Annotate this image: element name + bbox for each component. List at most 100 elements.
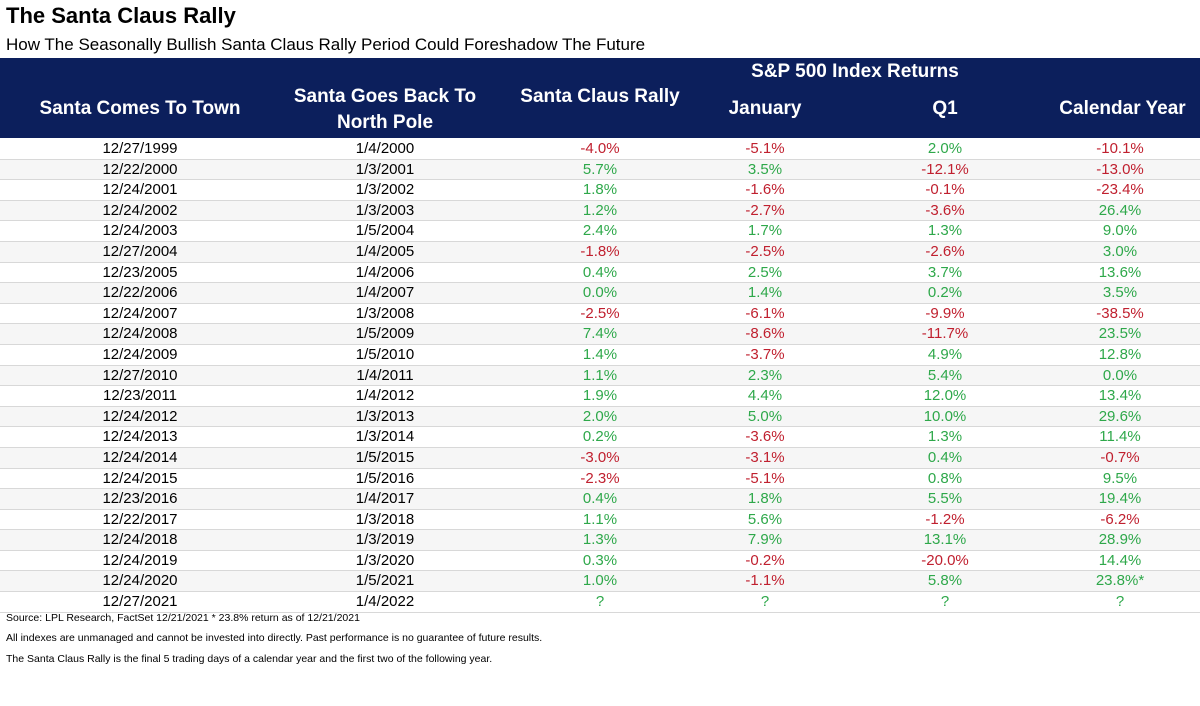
q1-cell: -9.9% bbox=[925, 304, 965, 322]
santa-claus-rally-cell: -2.3% bbox=[580, 469, 620, 487]
santa-claus-rally-cell: ? bbox=[595, 593, 605, 611]
january-cell: -2.7% bbox=[745, 201, 785, 219]
santa-comes-cell: 12/24/2008 bbox=[102, 325, 178, 343]
santa-goes-back-cell: 1/5/2009 bbox=[355, 325, 415, 343]
santa-claus-rally-cell: 1.1% bbox=[582, 510, 618, 528]
santa-goes-back-cell: 1/3/2014 bbox=[355, 428, 415, 446]
january-cell: -1.6% bbox=[745, 181, 785, 199]
santa-goes-back-cell: 1/3/2003 bbox=[355, 201, 415, 219]
footnote-disclaimer: All indexes are unmanaged and cannot be … bbox=[6, 632, 543, 644]
santa-goes-back-cell: 1/3/2019 bbox=[355, 531, 415, 549]
santa-claus-rally-cell: 0.3% bbox=[582, 551, 618, 569]
column-header-santa-comes: Santa Comes To Town bbox=[39, 98, 241, 119]
calendar-year-cell: 14.4% bbox=[1098, 551, 1142, 569]
santa-comes-cell: 12/22/2000 bbox=[102, 160, 178, 178]
calendar-year-cell: 23.5% bbox=[1098, 325, 1142, 343]
january-cell: 5.6% bbox=[747, 510, 783, 528]
table-row: 12/22/2017 1/3/2018 1.1% 5.6% -1.2% -6.2% bbox=[0, 510, 1200, 531]
santa-goes-back-cell: 1/4/2006 bbox=[355, 263, 415, 281]
table-row: 12/27/1999 1/4/2000 -4.0% -5.1% 2.0% -10.1% bbox=[0, 139, 1200, 160]
january-cell: -3.1% bbox=[745, 448, 785, 466]
january-cell: 2.3% bbox=[747, 366, 783, 384]
table-row: 12/27/2010 1/4/2011 1.1% 2.3% 5.4% 0.0% bbox=[0, 365, 1200, 387]
table-row: 12/23/2005 1/4/2006 0.4% 2.5% 3.7% 13.6% bbox=[0, 263, 1200, 284]
santa-claus-rally-cell: 0.2% bbox=[582, 428, 618, 446]
santa-comes-cell: 12/24/2009 bbox=[102, 345, 178, 363]
santa-claus-rally-cell: -1.8% bbox=[580, 242, 620, 260]
santa-goes-back-cell: 1/3/2020 bbox=[355, 551, 415, 569]
q1-cell: 5.5% bbox=[927, 490, 963, 508]
santa-claus-rally-cell: 1.8% bbox=[582, 181, 618, 199]
santa-comes-cell: 12/27/2010 bbox=[102, 366, 178, 384]
santa-goes-back-cell: 1/4/2005 bbox=[355, 242, 415, 260]
calendar-year-cell: -38.5% bbox=[1096, 304, 1144, 322]
santa-goes-back-cell: 1/4/2012 bbox=[355, 387, 415, 405]
footnote-definition: The Santa Claus Rally is the final 5 tra… bbox=[6, 653, 493, 665]
january-cell: -2.5% bbox=[745, 242, 785, 260]
january-cell: -3.6% bbox=[745, 428, 785, 446]
q1-cell: 0.4% bbox=[927, 448, 963, 466]
q1-cell: 5.8% bbox=[927, 572, 963, 590]
santa-comes-cell: 12/24/2013 bbox=[102, 428, 178, 446]
santa-claus-rally-cell: 1.1% bbox=[582, 366, 618, 384]
january-cell: 1.4% bbox=[747, 284, 783, 302]
january-cell: -8.6% bbox=[745, 325, 785, 343]
santa-goes-back-cell: 1/4/2007 bbox=[355, 284, 415, 302]
santa-comes-cell: 12/24/2015 bbox=[102, 469, 178, 487]
calendar-year-cell: 9.0% bbox=[1102, 222, 1138, 240]
footnote-source: Source: LPL Research, FactSet 12/21/2021… bbox=[6, 612, 360, 624]
table-row: 12/22/2006 1/4/2007 0.0% 1.4% 0.2% 3.5% bbox=[0, 283, 1200, 304]
column-header-santa-goes-back: Santa Goes Back To North Pole bbox=[293, 86, 477, 133]
january-cell: 4.4% bbox=[747, 387, 783, 405]
santa-claus-rally-cell: -3.0% bbox=[580, 448, 620, 466]
santa-claus-rally-cell: 1.0% bbox=[582, 572, 618, 590]
q1-cell: ? bbox=[940, 593, 950, 611]
calendar-year-cell: -6.2% bbox=[1100, 510, 1140, 528]
q1-cell: -3.6% bbox=[925, 201, 965, 219]
q1-cell: -0.1% bbox=[925, 181, 965, 199]
table-row: 12/23/2011 1/4/2012 1.9% 4.4% 12.0% 13.4% bbox=[0, 386, 1200, 407]
calendar-year-cell: 26.4% bbox=[1098, 201, 1142, 219]
table-row: 12/24/2001 1/3/2002 1.8% -1.6% -0.1% -23.4% bbox=[0, 180, 1200, 201]
santa-comes-cell: 12/24/2012 bbox=[102, 407, 178, 425]
table-row: 12/24/2014 1/5/2015 -3.0% -3.1% 0.4% -0.7% bbox=[0, 447, 1200, 469]
santa-goes-back-cell: 1/5/2015 bbox=[355, 448, 415, 466]
q1-cell: 2.0% bbox=[927, 140, 963, 157]
santa-comes-cell: 12/24/2003 bbox=[102, 222, 178, 240]
santa-goes-back-cell: 1/3/2008 bbox=[355, 304, 415, 322]
column-header-calendar-year: Calendar Year bbox=[1059, 98, 1186, 119]
calendar-year-cell: 9.5% bbox=[1102, 469, 1138, 487]
santa-goes-back-cell: 1/4/2017 bbox=[355, 490, 415, 508]
calendar-year-cell: 3.0% bbox=[1102, 242, 1138, 260]
santa-claus-rally-cell: 1.2% bbox=[582, 201, 618, 219]
q1-cell: 5.4% bbox=[927, 366, 963, 384]
table-row: 12/23/2016 1/4/2017 0.4% 1.8% 5.5% 19.4% bbox=[0, 489, 1200, 510]
q1-cell: 13.1% bbox=[923, 531, 967, 549]
santa-claus-rally-cell: 0.0% bbox=[582, 284, 618, 302]
santa-goes-back-cell: 1/4/2022 bbox=[355, 593, 415, 611]
table-row: 12/24/2020 1/5/2021 1.0% -1.1% 5.8% 23.8%* bbox=[0, 571, 1200, 593]
group-header-sp500: S&P 500 Index Returns bbox=[751, 61, 959, 82]
column-header-q1: Q1 bbox=[932, 98, 958, 119]
q1-cell: -11.7% bbox=[921, 325, 969, 343]
table-row: 12/24/2003 1/5/2004 2.4% 1.7% 1.3% 9.0% bbox=[0, 221, 1200, 242]
santa-claus-rally-cell: -4.0% bbox=[580, 140, 620, 157]
q1-cell: 1.3% bbox=[927, 428, 963, 446]
calendar-year-cell: -13.0% bbox=[1096, 160, 1144, 178]
january-cell: -1.1% bbox=[745, 572, 785, 590]
table-row: 12/27/2004 1/4/2005 -1.8% -2.5% -2.6% 3.0% bbox=[0, 241, 1200, 263]
table-row: 12/27/2021 1/4/2022???? bbox=[0, 592, 1200, 613]
santa-comes-cell: 12/23/2016 bbox=[102, 490, 178, 508]
table-row: 12/24/2007 1/3/2008 -2.5% -6.1% -9.9% -38.5% bbox=[0, 304, 1200, 325]
table-row: 12/24/2002 1/3/2003 1.2% -2.7% -3.6% 26.4% bbox=[0, 200, 1200, 222]
q1-cell: 0.8% bbox=[927, 469, 963, 487]
table-row: 12/24/2015 1/5/2016 -2.3% -5.1% 0.8% 9.5% bbox=[0, 469, 1200, 490]
santa-comes-cell: 12/24/2007 bbox=[102, 304, 178, 322]
january-cell: -3.7% bbox=[745, 345, 785, 363]
column-header-january: January bbox=[728, 98, 802, 119]
january-cell: 1.7% bbox=[747, 222, 783, 240]
santa-claus-rally-cell: 5.7% bbox=[582, 160, 618, 178]
january-cell: ? bbox=[760, 593, 770, 611]
santa-comes-cell: 12/24/2002 bbox=[102, 201, 178, 219]
calendar-year-cell: 11.4% bbox=[1099, 428, 1141, 446]
